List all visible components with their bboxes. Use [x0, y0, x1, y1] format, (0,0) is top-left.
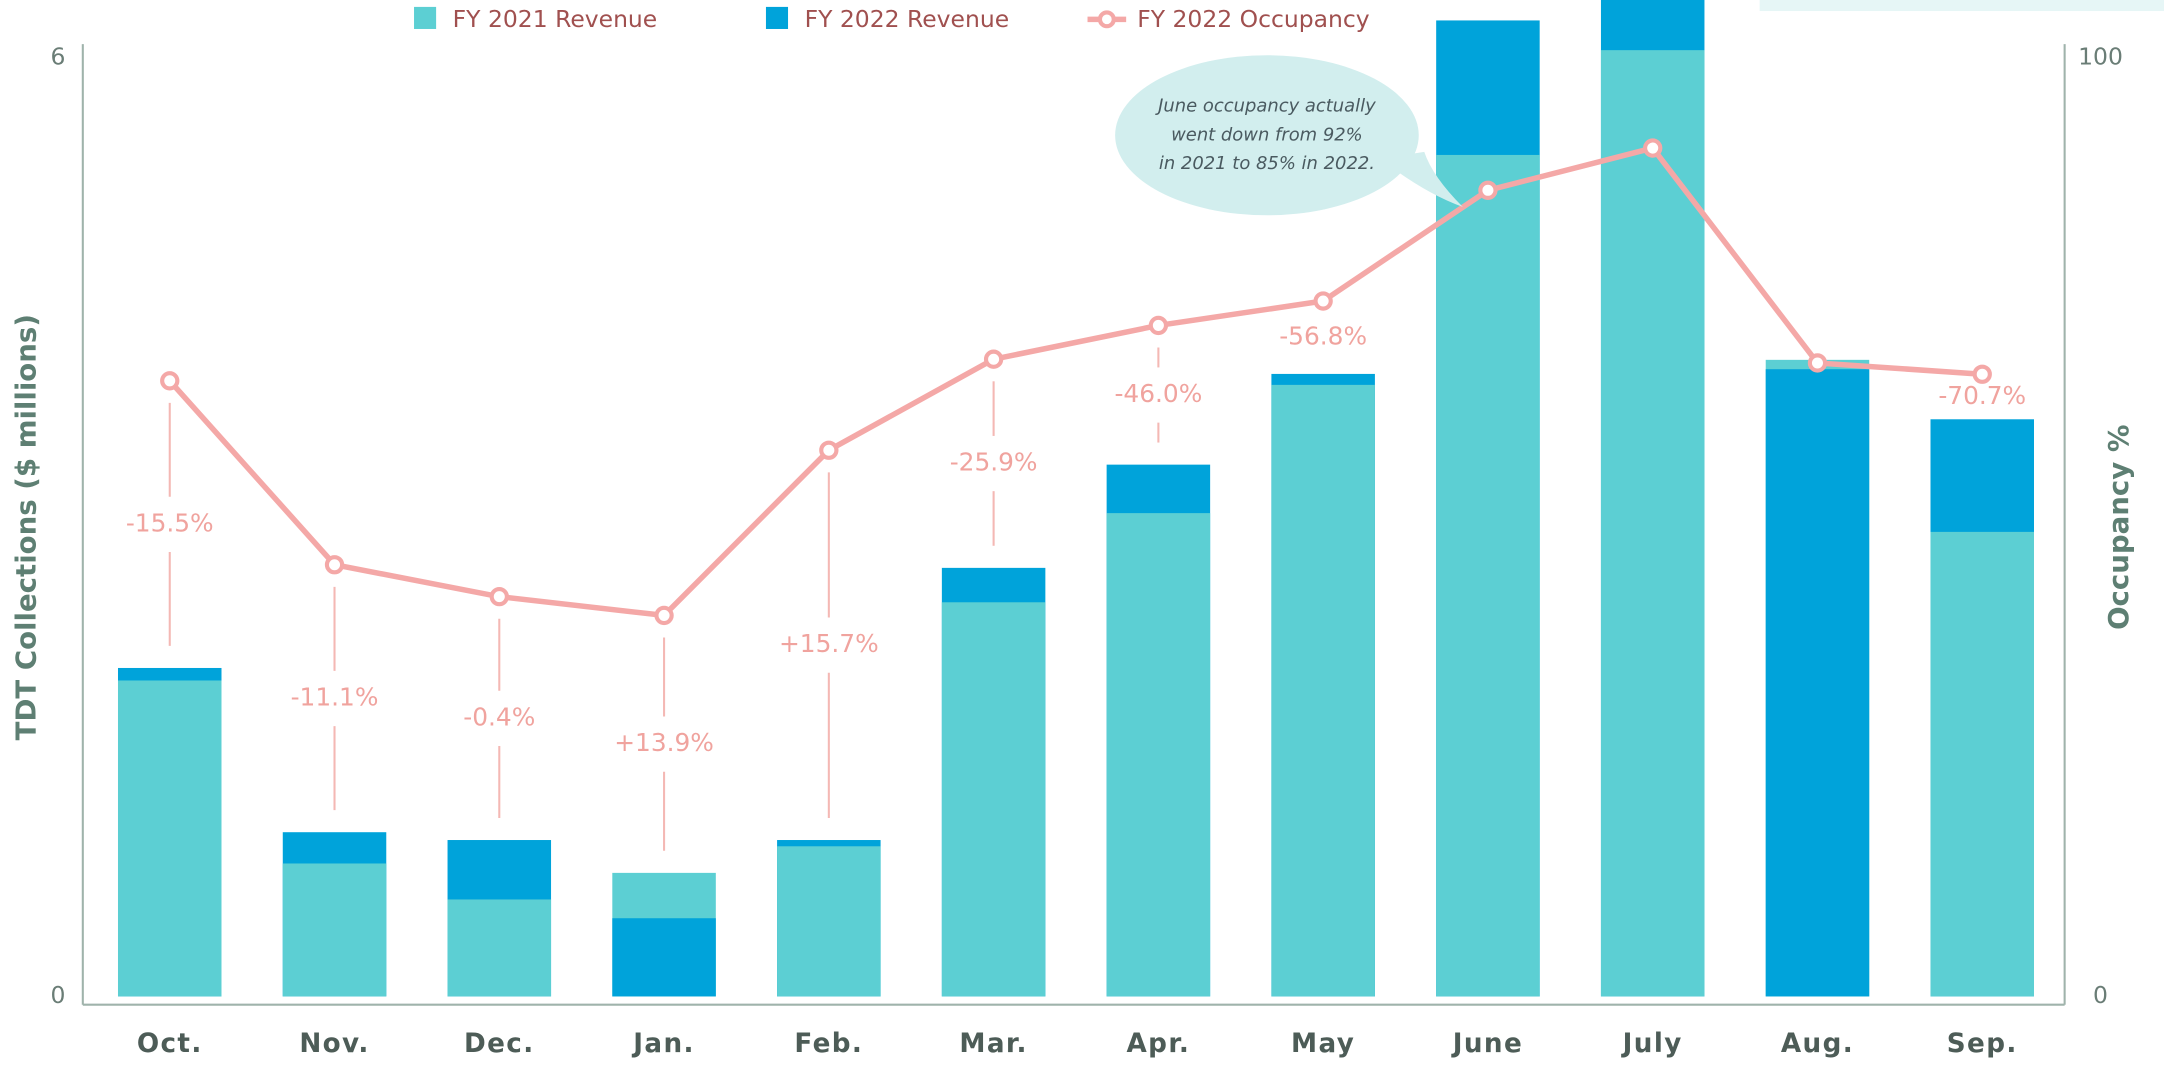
occupancy-point — [1313, 291, 1333, 311]
bar — [1765, 369, 1870, 997]
bar — [1930, 531, 2035, 997]
occupancy-point — [1643, 138, 1663, 158]
bar — [447, 899, 552, 997]
x-tick-label: May — [1291, 1029, 1355, 1059]
bar — [1600, 50, 1705, 997]
legend-label: FY 2022 Revenue — [805, 5, 1010, 33]
bar — [117, 680, 222, 997]
bar — [1436, 154, 1540, 997]
change-label: -25.9% — [950, 448, 1038, 477]
y-tick-label: 0 — [51, 981, 66, 1009]
change-label: -11.1% — [291, 682, 379, 711]
change-label: -56.8% — [1279, 321, 1367, 350]
legend-label: FY 2021 Revenue — [453, 5, 658, 33]
occupancy-point — [489, 586, 509, 607]
legend: FY 2021 Revenue FY 2022 Revenue FY 2022 Oc… — [414, 5, 1370, 33]
occupancy-point — [1972, 364, 1992, 384]
y2-tick-label: 0 — [2093, 981, 2108, 1009]
note-text: went down from 92% — [1171, 124, 1363, 145]
change-label: -15.5% — [126, 508, 214, 537]
occupancy-point — [324, 555, 345, 575]
change-label: -46.0% — [1114, 379, 1202, 408]
x-tick-label: Mar. — [959, 1029, 1027, 1059]
y-tick-label: 6 — [51, 42, 66, 70]
change-label: -70.7% — [1938, 381, 2026, 410]
x-tick-label: Jan. — [631, 1029, 695, 1059]
x-tick-label: Apr. — [1127, 1029, 1191, 1059]
occupancy-point — [160, 371, 180, 391]
y2-tick-label: 100 — [2078, 42, 2123, 70]
bar — [282, 863, 387, 997]
legend-swatch — [414, 6, 437, 29]
change-label: +13.9% — [614, 728, 714, 757]
x-tick-label: Oct. — [137, 1029, 203, 1059]
x-tick-label: June — [1451, 1029, 1523, 1059]
note-bubble — [1115, 55, 1419, 216]
legend-swatch — [765, 6, 789, 29]
bar — [941, 602, 1046, 997]
note-text: in 2021 to 85% in 2022. — [1159, 153, 1375, 174]
x-tick-label: Dec. — [464, 1029, 535, 1059]
occupancy-point — [983, 349, 1004, 369]
decor-box — [1759, 0, 2164, 12]
bar — [777, 846, 881, 997]
x-tick-label: Feb. — [794, 1029, 863, 1059]
y2-axis-title: Occupancy % — [2102, 424, 2135, 629]
bars — [117, 0, 2035, 997]
x-tick-label: Nov. — [299, 1029, 369, 1059]
legend-label: FY 2022 Occupancy — [1137, 5, 1370, 33]
occupancy-line — [167, 144, 1983, 619]
y-axis-title: TDT Collections ($ millions) — [10, 314, 43, 740]
x-tick-label: Aug. — [1781, 1029, 1854, 1059]
note-text: June occupancy actually — [1155, 95, 1376, 116]
occupancy-point — [1148, 315, 1169, 336]
x-tick-label: Sep. — [1947, 1029, 2018, 1059]
x-tick-label: July — [1621, 1029, 1683, 1059]
occupancy-point — [654, 605, 674, 626]
bar — [612, 918, 716, 997]
occupancy-point — [1807, 353, 1828, 373]
occupancy-point — [1478, 180, 1498, 200]
bar — [1271, 384, 1375, 997]
change-label: +15.7% — [779, 629, 879, 658]
occupancy-point — [819, 440, 839, 460]
legend-marker — [1097, 10, 1116, 29]
change-label: -0.4% — [463, 702, 535, 731]
bar — [1106, 513, 1211, 997]
